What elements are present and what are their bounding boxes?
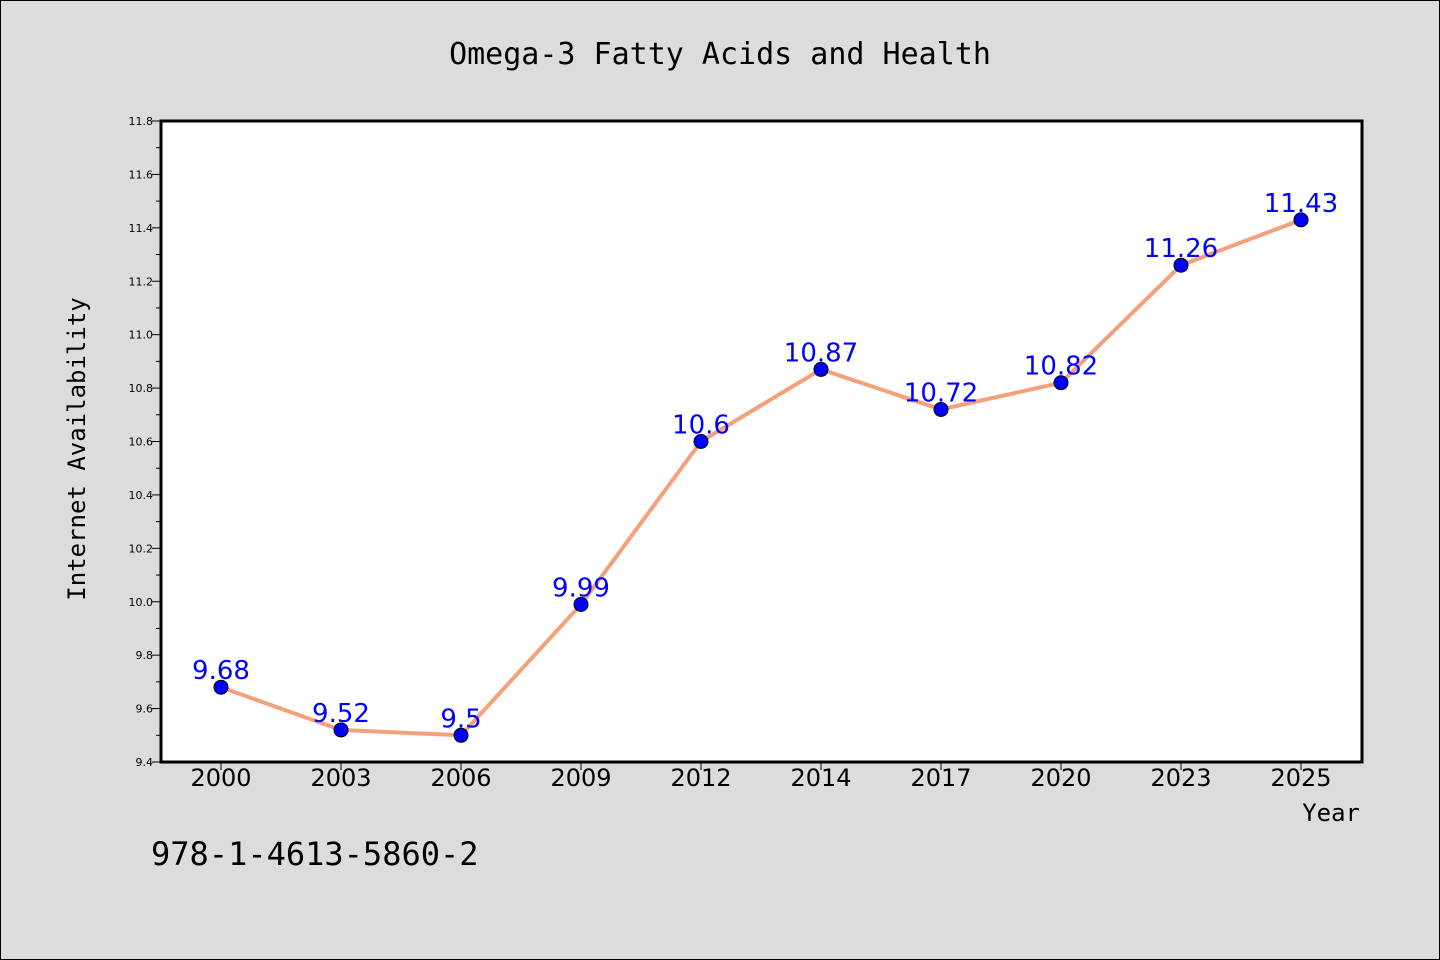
data-label: 10.87 [784, 338, 858, 368]
y-tick-label: 10.6 [129, 436, 154, 449]
x-tick-label: 2006 [430, 764, 491, 792]
data-point-marker [1173, 257, 1189, 273]
x-tick-label: 2003 [310, 764, 371, 792]
data-point-marker [333, 722, 349, 738]
y-tick-label: 9.6 [136, 703, 154, 716]
data-point-marker [933, 401, 949, 417]
y-tick-label: 11.2 [129, 275, 154, 288]
x-tick-label: 2025 [1270, 764, 1331, 792]
data-point-marker [213, 679, 229, 695]
plot-area [161, 121, 1362, 762]
y-tick-label: 11.0 [129, 329, 154, 342]
data-label: 9.99 [552, 573, 610, 603]
y-tick-label: 9.4 [136, 756, 154, 769]
x-tick-label: 2000 [190, 764, 251, 792]
data-point-marker [1293, 212, 1309, 228]
y-tick-label: 10.4 [129, 489, 154, 502]
series-line [220, 217, 1302, 738]
data-point-marker [693, 434, 709, 449]
y-axis-label: Internet Availability [63, 297, 91, 600]
data-label: 10.6 [672, 411, 730, 441]
isbn-footer: 978-1-4613-5860-2 [151, 835, 479, 873]
data-point-marker [453, 727, 469, 743]
y-tick-label: 10.2 [129, 542, 154, 555]
chart-title: Omega-3 Fatty Acids and Health [449, 37, 991, 72]
x-axis-label: Year [1302, 799, 1360, 827]
series-line-group [220, 217, 1302, 738]
x-tick-label: 2020 [1030, 764, 1091, 792]
plot-frame [159, 119, 1364, 764]
x-tick-label: 2012 [670, 764, 731, 792]
marker-group [213, 212, 1309, 743]
y-tick-label: 9.8 [136, 649, 154, 662]
x-tick-label: 2023 [1150, 764, 1211, 792]
data-label: 11.43 [1264, 189, 1338, 219]
data-label: 9.52 [312, 699, 370, 729]
data-label: 9.68 [192, 656, 250, 686]
y-tick-label: 11.8 [129, 115, 154, 128]
data-label: 10.72 [904, 378, 978, 408]
x-tick-label: 2017 [910, 764, 971, 792]
y-tick-label: 11.6 [129, 168, 154, 181]
x-tick-label: 2014 [790, 764, 851, 792]
y-axis: 9.4 9.6 9.8 10.0 10.2 10.4 10.6 10.8 11.0 11.2 11.… [129, 115, 160, 769]
x-axis: 2000 2003 2006 2009 2012 2014 2017 2020 2023 2025 [190, 763, 1332, 792]
data-label: 9.5 [440, 704, 481, 734]
y-tick-label: 10.8 [129, 382, 154, 395]
x-tick-label: 2009 [550, 764, 611, 792]
data-point-marker [573, 596, 589, 612]
y-tick-label: 10.0 [129, 596, 154, 609]
data-label-group: 9.68 9.52 9.5 9.99 10.6 10.87 10.72 10.82 11.26 1… [192, 189, 1338, 734]
data-point-marker [1053, 375, 1069, 391]
data-point-marker [813, 361, 829, 377]
data-label: 11.26 [1144, 234, 1218, 264]
data-label: 10.82 [1024, 352, 1098, 382]
y-tick-label: 11.4 [129, 222, 154, 235]
